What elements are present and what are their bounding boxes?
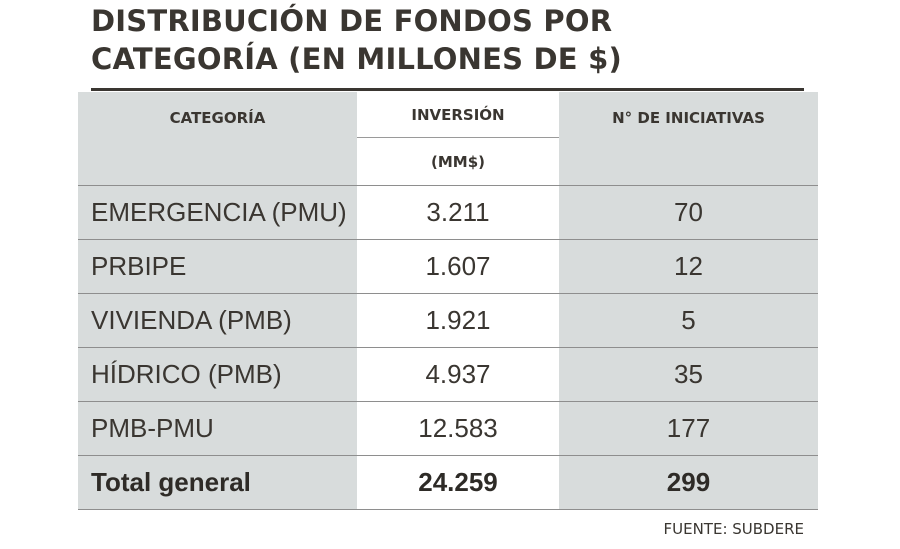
cell-category: PRBIPE bbox=[78, 239, 357, 294]
cell-category: PMB-PMU bbox=[78, 401, 357, 456]
cell-investment: 4.937 bbox=[357, 347, 559, 402]
table-row: VIVIENDA (PMB) 1.921 5 bbox=[78, 293, 818, 348]
cell-investment: 1.607 bbox=[357, 239, 559, 294]
header-investment-unit: (MM$) bbox=[357, 137, 559, 186]
total-row: Total general 24.259 299 bbox=[78, 455, 818, 510]
chart-title-line-1: DISTRIBUCIÓN DE FONDOS POR bbox=[91, 4, 613, 38]
header-row: CATEGORÍA INVERSIÓN N° DE INICIATIVAS bbox=[78, 92, 818, 186]
source-note: FUENTE: SUBDERE bbox=[663, 520, 805, 538]
title-underline bbox=[91, 88, 804, 91]
cell-initiatives: 5 bbox=[559, 293, 818, 348]
total-investment: 24.259 bbox=[357, 455, 559, 510]
cell-initiatives: 177 bbox=[559, 401, 818, 456]
cell-category: VIVIENDA (PMB) bbox=[78, 293, 357, 348]
cell-category: HÍDRICO (PMB) bbox=[78, 347, 357, 402]
header-category: CATEGORÍA bbox=[78, 92, 357, 186]
table-row: PRBIPE 1.607 12 bbox=[78, 239, 818, 294]
total-label: Total general bbox=[78, 455, 357, 510]
cell-investment: 1.921 bbox=[357, 293, 559, 348]
cell-investment: 3.211 bbox=[357, 185, 559, 240]
header-initiatives: N° DE INICIATIVAS bbox=[559, 92, 818, 186]
chart-title-line-2: CATEGORÍA (EN MILLONES DE $) bbox=[91, 42, 622, 76]
table-row: PMB-PMU 12.583 177 bbox=[78, 401, 818, 456]
table-row: HÍDRICO (PMB) 4.937 35 bbox=[78, 347, 818, 402]
table-row: EMERGENCIA (PMU) 3.211 70 bbox=[78, 185, 818, 240]
header-row-unit: (MM$) bbox=[78, 137, 818, 186]
data-table: CATEGORÍA INVERSIÓN N° DE INICIATIVAS (M… bbox=[78, 92, 818, 510]
header-investment: INVERSIÓN bbox=[357, 92, 559, 138]
cell-investment: 12.583 bbox=[357, 401, 559, 456]
cell-initiatives: 70 bbox=[559, 185, 818, 240]
chart-title: DISTRIBUCIÓN DE FONDOS POR CATEGORÍA (EN… bbox=[91, 2, 803, 78]
cell-initiatives: 35 bbox=[559, 347, 818, 402]
total-initiatives: 299 bbox=[559, 455, 818, 510]
cell-initiatives: 12 bbox=[559, 239, 818, 294]
cell-category: EMERGENCIA (PMU) bbox=[78, 185, 357, 240]
